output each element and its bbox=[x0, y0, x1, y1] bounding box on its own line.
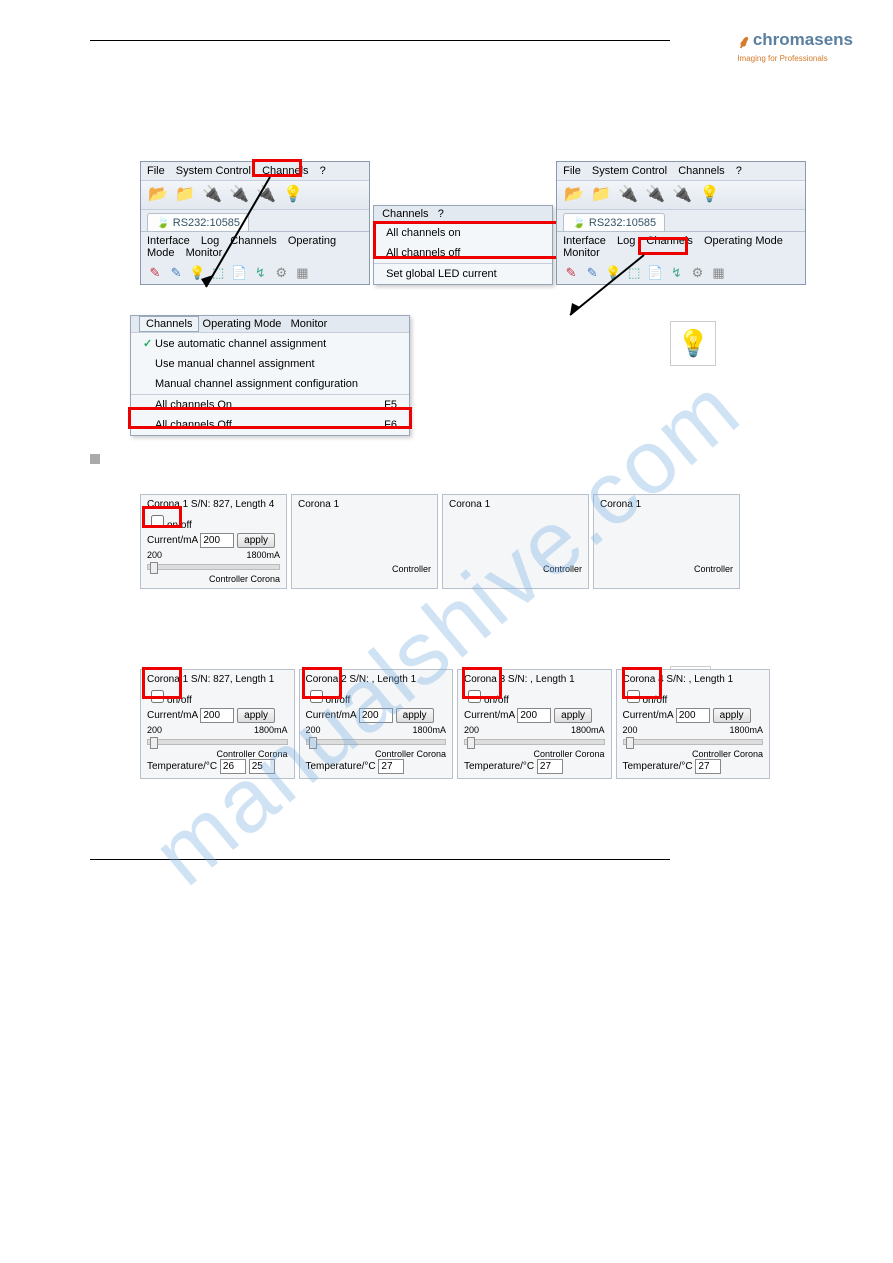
panel-b1-apply-button[interactable]: apply bbox=[237, 708, 275, 723]
subtab-interface-2[interactable]: Interface bbox=[563, 235, 606, 247]
folder-open-icon-2[interactable]: 📂 bbox=[563, 184, 585, 206]
panel-b4-slider[interactable] bbox=[623, 739, 764, 745]
panel-b2-apply-button[interactable]: apply bbox=[396, 708, 434, 723]
subtab-operating-mode-2[interactable]: Operating Mode bbox=[704, 235, 783, 247]
panel-b2-current-input[interactable] bbox=[359, 708, 393, 723]
dd2-config[interactable]: Manual channel assignment configuration bbox=[131, 374, 409, 394]
mini2-icon-7[interactable]: ⚙ bbox=[690, 265, 706, 281]
panel-b3-temp1[interactable] bbox=[537, 759, 563, 774]
mini-icon-1[interactable]: ✎ bbox=[147, 265, 163, 281]
grey-square-marker bbox=[90, 454, 100, 464]
panel-row-b: Corona 1 S/N: 827, Length 1 on/off Curre… bbox=[140, 669, 770, 779]
panel-b2-temp1[interactable] bbox=[378, 759, 404, 774]
menu-system-control-2[interactable]: System Control bbox=[592, 165, 667, 177]
folder-close-icon[interactable]: 📁 bbox=[174, 184, 196, 206]
panel-b4-apply-button[interactable]: apply bbox=[713, 708, 751, 723]
bulb-off-icon[interactable]: 💡 bbox=[282, 184, 304, 206]
mini-icon-8[interactable]: ▦ bbox=[294, 265, 310, 281]
panel-b1-temp2[interactable] bbox=[249, 759, 275, 774]
logo-tagline: Imaging for Professionals bbox=[737, 54, 853, 63]
folder-close-icon-2[interactable]: 📁 bbox=[590, 184, 612, 206]
panel-b4-current-input[interactable] bbox=[676, 708, 710, 723]
menu-help[interactable]: ? bbox=[320, 165, 326, 177]
mini-icon-2[interactable]: ✎ bbox=[168, 265, 184, 281]
panel-a2: Corona 1 Controller bbox=[291, 494, 438, 589]
folder-open-icon[interactable]: 📂 bbox=[147, 184, 169, 206]
panel-b3-slider[interactable] bbox=[464, 739, 605, 745]
bulb-off-image: 💡 bbox=[670, 321, 716, 366]
highlight-b3 bbox=[462, 667, 502, 699]
logo-icon: ⸙ bbox=[737, 30, 751, 54]
tab-rs232-2[interactable]: 🍃 RS232:10585 bbox=[563, 213, 665, 231]
logo-text: chromasens bbox=[753, 30, 853, 49]
toolbar-2: 📂 📁 🔌 🔌 🔌 💡 bbox=[557, 181, 805, 210]
highlight-b2 bbox=[302, 667, 342, 699]
mini2-icon-6[interactable]: ↯ bbox=[668, 265, 684, 281]
panel-b3-current-input[interactable] bbox=[517, 708, 551, 723]
panel-b1-slider[interactable] bbox=[147, 739, 288, 745]
panel-a1-slider[interactable] bbox=[147, 564, 280, 570]
panel-b3-apply-button[interactable]: apply bbox=[554, 708, 592, 723]
dropdown-2-header: Channels Operating Mode Monitor bbox=[131, 316, 409, 333]
page: ⸙chromasens Imaging for Professionals ma… bbox=[0, 0, 893, 1263]
panel-b4-temp1[interactable] bbox=[695, 759, 721, 774]
highlight-b1 bbox=[142, 667, 182, 699]
panel-b2-slider[interactable] bbox=[306, 739, 447, 745]
subtab-log-2[interactable]: Log bbox=[617, 235, 635, 247]
dd-set-global[interactable]: Set global LED current bbox=[374, 264, 552, 284]
plug-red-icon-2[interactable]: 🔌 bbox=[644, 184, 666, 206]
panel-a1-apply-button[interactable]: apply bbox=[237, 533, 275, 548]
menu-channels-2[interactable]: Channels bbox=[678, 165, 724, 177]
panel-b1-current-input[interactable] bbox=[200, 708, 234, 723]
content: File System Control Channels ? 📂 📁 🔌 🔌 🔌… bbox=[140, 121, 833, 779]
plug-green-icon-2[interactable]: 🔌 bbox=[671, 184, 693, 206]
panel-row-a: Corona 1 S/N: 827, Length 4 on/off Curre… bbox=[140, 494, 740, 589]
menu-file[interactable]: File bbox=[147, 165, 165, 177]
highlight-all-channels bbox=[373, 221, 583, 259]
dd2-manual[interactable]: Use manual channel assignment bbox=[131, 354, 409, 374]
plug-blue-icon-2[interactable]: 🔌 bbox=[617, 184, 639, 206]
arrow-2 bbox=[564, 253, 654, 323]
subtab-interface[interactable]: Interface bbox=[147, 235, 190, 247]
footer-rule bbox=[90, 859, 670, 860]
panel-a3: Corona 1 Controller bbox=[442, 494, 589, 589]
menubar-2: File System Control Channels ? bbox=[557, 162, 805, 181]
dd2-auto[interactable]: ✓Use automatic channel assignment bbox=[131, 333, 409, 354]
menu-help-2[interactable]: ? bbox=[736, 165, 742, 177]
panel-a4: Corona 1 Controller bbox=[593, 494, 740, 589]
tabstrip-2: 🍃 RS232:10585 bbox=[557, 210, 805, 231]
highlight-all-channels-on bbox=[128, 407, 412, 429]
arrow-1 bbox=[200, 175, 280, 295]
logo: ⸙chromasens Imaging for Professionals bbox=[737, 30, 853, 63]
highlight-panel-a1-onoff bbox=[142, 506, 182, 528]
panel-a1-current-input[interactable] bbox=[200, 533, 234, 548]
check-icon: ✓ bbox=[143, 337, 155, 350]
highlight-b4 bbox=[622, 667, 662, 699]
header-rule bbox=[90, 40, 670, 41]
mini2-icon-8[interactable]: ▦ bbox=[711, 265, 727, 281]
bulb-off-icon-2[interactable]: 💡 bbox=[698, 184, 720, 206]
panel-b1-temp1[interactable] bbox=[220, 759, 246, 774]
menu-file-2[interactable]: File bbox=[563, 165, 581, 177]
